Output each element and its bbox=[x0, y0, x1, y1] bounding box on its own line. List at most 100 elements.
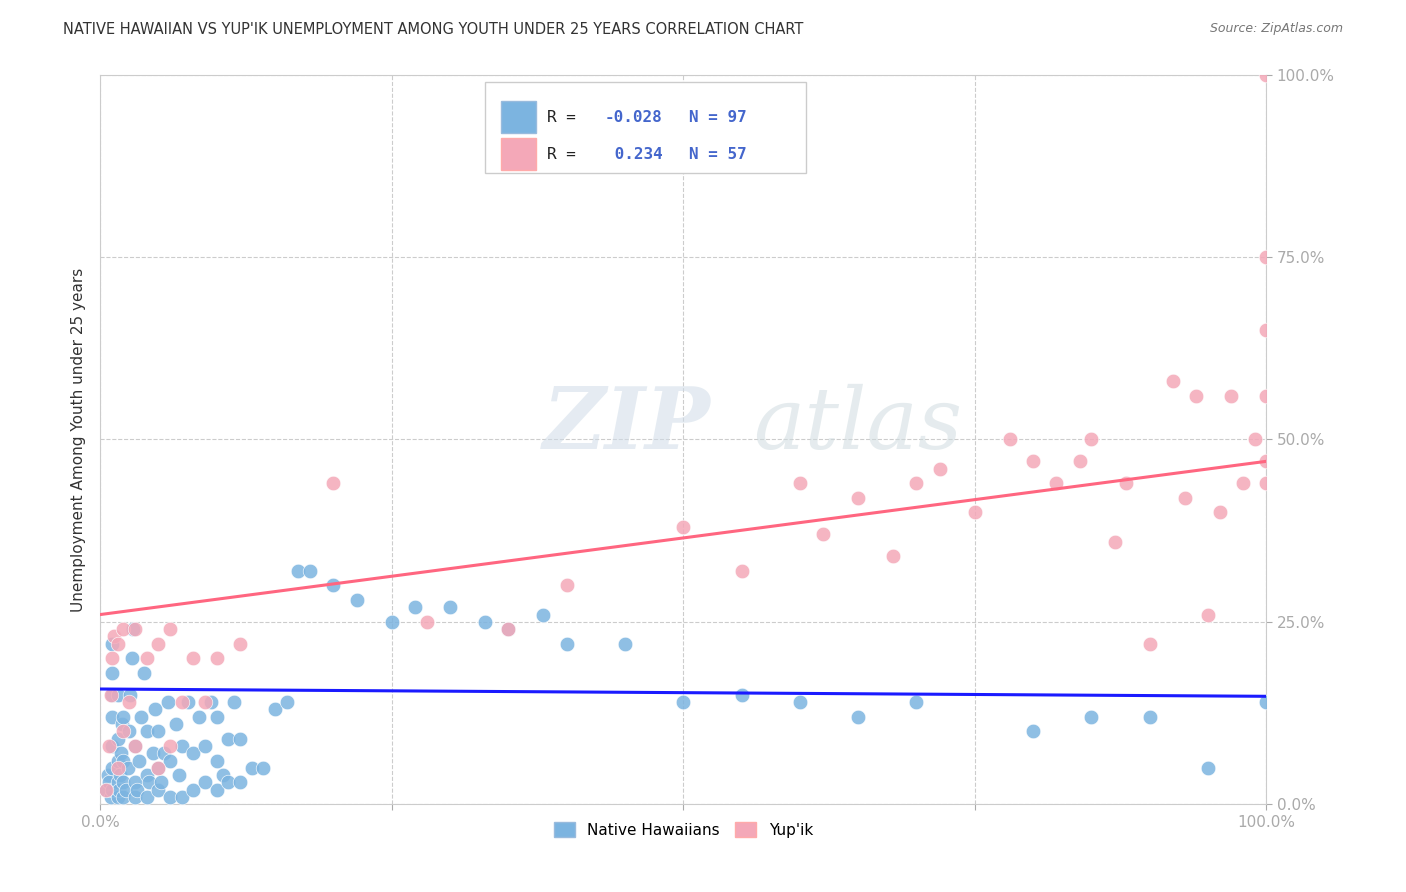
Point bbox=[124, 775, 146, 789]
Point bbox=[107, 782, 129, 797]
Point bbox=[114, 782, 136, 797]
Point bbox=[118, 695, 141, 709]
Point bbox=[107, 761, 129, 775]
Point bbox=[229, 637, 252, 651]
Point bbox=[148, 761, 170, 775]
Point bbox=[205, 754, 228, 768]
Point bbox=[1256, 389, 1278, 403]
Point bbox=[1022, 454, 1045, 468]
Point bbox=[148, 724, 170, 739]
Point bbox=[882, 549, 904, 564]
Point bbox=[1256, 323, 1278, 337]
Point bbox=[998, 433, 1021, 447]
Point bbox=[129, 710, 152, 724]
Point bbox=[138, 775, 160, 789]
Point bbox=[135, 724, 157, 739]
Point bbox=[404, 600, 426, 615]
Point bbox=[1174, 491, 1197, 505]
Point bbox=[1069, 454, 1091, 468]
Point bbox=[101, 761, 124, 775]
Point bbox=[1256, 476, 1278, 491]
Text: N = 57: N = 57 bbox=[689, 147, 747, 161]
Point bbox=[143, 702, 166, 716]
Point bbox=[1197, 761, 1219, 775]
Point bbox=[101, 665, 124, 680]
Point bbox=[112, 622, 135, 636]
Point bbox=[730, 564, 752, 578]
Point bbox=[135, 790, 157, 805]
Point bbox=[1022, 724, 1045, 739]
Point bbox=[124, 622, 146, 636]
Point bbox=[118, 724, 141, 739]
Point bbox=[121, 622, 143, 636]
Point bbox=[107, 790, 129, 805]
Text: 0.234: 0.234 bbox=[605, 147, 662, 161]
Point bbox=[1197, 607, 1219, 622]
Point bbox=[128, 754, 150, 768]
Point bbox=[789, 695, 811, 709]
Point bbox=[170, 695, 193, 709]
Point bbox=[381, 615, 404, 629]
Point bbox=[170, 739, 193, 753]
Point bbox=[498, 622, 520, 636]
Point bbox=[346, 593, 368, 607]
Point bbox=[1220, 389, 1243, 403]
Y-axis label: Unemployment Among Youth under 25 years: Unemployment Among Youth under 25 years bbox=[72, 268, 86, 612]
Point bbox=[229, 731, 252, 746]
Point bbox=[183, 746, 205, 760]
Point bbox=[194, 695, 217, 709]
Text: R =: R = bbox=[547, 147, 595, 161]
Point bbox=[112, 790, 135, 805]
Point bbox=[117, 761, 139, 775]
Point bbox=[811, 527, 834, 541]
Point bbox=[103, 630, 125, 644]
Point bbox=[264, 702, 287, 716]
Point bbox=[1185, 389, 1208, 403]
Point bbox=[1139, 710, 1161, 724]
Point bbox=[107, 637, 129, 651]
Point bbox=[205, 782, 228, 797]
Point bbox=[1080, 710, 1102, 724]
Point bbox=[211, 768, 233, 782]
Point bbox=[112, 710, 135, 724]
Point bbox=[101, 688, 124, 702]
Point bbox=[100, 688, 122, 702]
Point bbox=[159, 622, 181, 636]
Point bbox=[94, 782, 117, 797]
Point bbox=[148, 782, 170, 797]
Point bbox=[111, 717, 134, 731]
Point bbox=[148, 761, 170, 775]
Point bbox=[107, 754, 129, 768]
Point bbox=[1256, 68, 1278, 82]
Point bbox=[148, 637, 170, 651]
Text: Source: ZipAtlas.com: Source: ZipAtlas.com bbox=[1209, 22, 1343, 36]
Point bbox=[287, 564, 309, 578]
Point bbox=[613, 637, 636, 651]
Point bbox=[240, 761, 263, 775]
Point bbox=[108, 768, 131, 782]
Point bbox=[1243, 433, 1265, 447]
Point bbox=[127, 782, 149, 797]
Point bbox=[1256, 454, 1278, 468]
Point bbox=[142, 746, 165, 760]
Point bbox=[439, 600, 461, 615]
Point bbox=[101, 782, 124, 797]
Point bbox=[928, 461, 950, 475]
Point bbox=[205, 651, 228, 665]
Point bbox=[159, 754, 181, 768]
Point bbox=[112, 754, 135, 768]
Text: N = 97: N = 97 bbox=[689, 110, 747, 125]
Point bbox=[170, 790, 193, 805]
Point bbox=[112, 775, 135, 789]
Point bbox=[905, 476, 928, 491]
FancyBboxPatch shape bbox=[485, 82, 806, 173]
Point bbox=[905, 695, 928, 709]
Point bbox=[322, 476, 344, 491]
Point bbox=[98, 739, 121, 753]
Point bbox=[183, 782, 205, 797]
Text: R =: R = bbox=[547, 110, 585, 125]
Point bbox=[101, 637, 124, 651]
Point bbox=[156, 695, 179, 709]
Point bbox=[194, 775, 217, 789]
Point bbox=[1232, 476, 1254, 491]
